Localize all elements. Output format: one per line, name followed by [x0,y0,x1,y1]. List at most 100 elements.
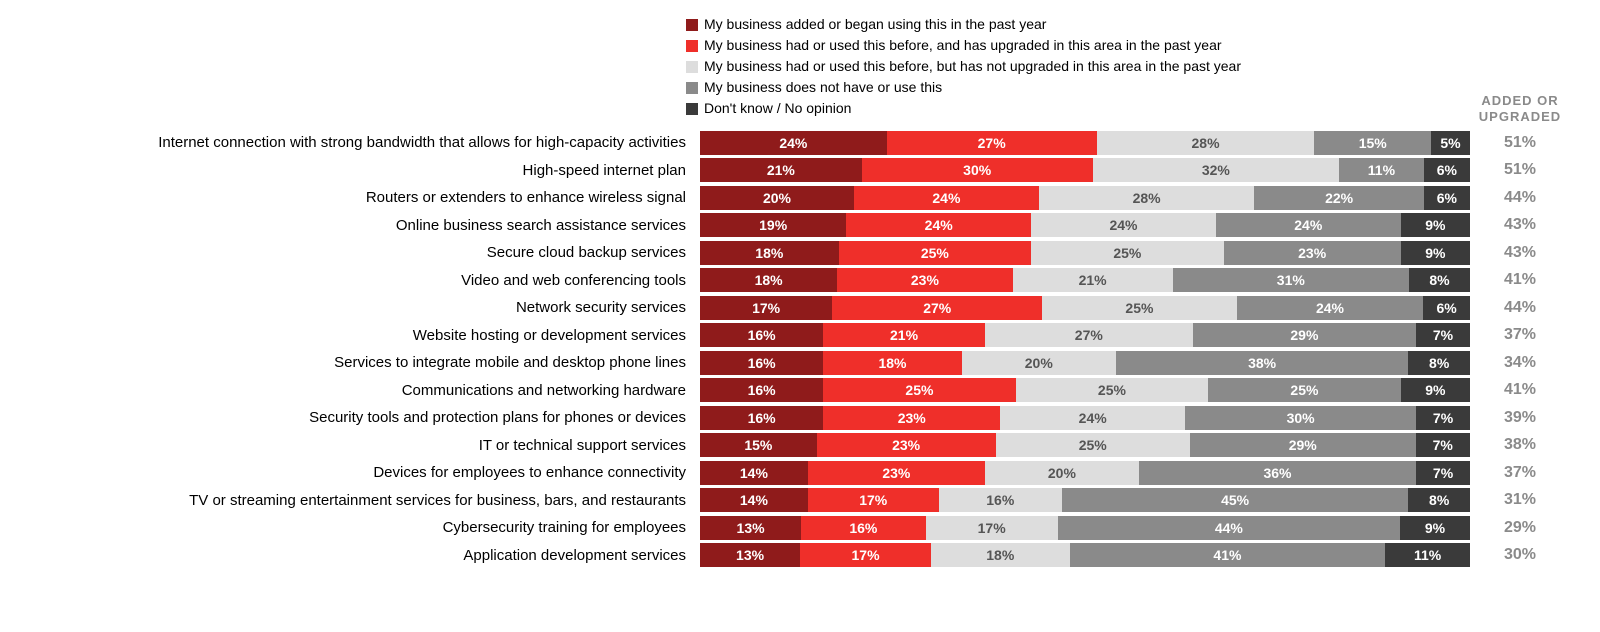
bar-segment: 25% [1031,241,1224,265]
bar-segment: 31% [1173,268,1409,292]
legend-label: My business had or used this before, but… [704,56,1241,77]
bar-segment: 13% [700,543,800,567]
bar-segment-value: 24% [779,135,807,151]
stacked-bar-chart: My business added or began using this in… [0,0,1600,579]
chart-row: IT or technical support services15%23%25… [30,432,1570,460]
row-total: 43% [1470,244,1570,262]
chart-row: Application development services13%17%18… [30,542,1570,570]
bar-segment: 24% [1237,296,1424,320]
bar-segment: 17% [808,488,939,512]
bar-segment-value: 16% [849,520,877,536]
bar-segment: 16% [801,516,925,540]
bar-segment-value: 25% [1113,245,1141,261]
bar-segment: 24% [846,213,1031,237]
legend-swatch [686,103,698,115]
chart-row: Online business search assistance servic… [30,212,1570,240]
bar-segment: 8% [1408,351,1470,375]
bar-segment-value: 9% [1425,382,1445,398]
bar-segment-value: 6% [1437,300,1457,316]
bar-segment-value: 30% [963,162,991,178]
legend-label: My business had or used this before, and… [704,35,1222,56]
bar-segment-value: 15% [1359,135,1387,151]
row-label: Communications and networking hardware [30,382,700,399]
bar-segment-value: 7% [1433,437,1453,453]
bar-segment-value: 20% [763,190,791,206]
row-total: 39% [1470,409,1570,427]
row-label: Routers or extenders to enhance wireless… [30,189,700,206]
bar-segment: 16% [700,351,823,375]
bar-segment: 27% [985,323,1193,347]
bar-segment-value: 18% [878,355,906,371]
bar-segment-value: 17% [859,492,887,508]
bar-segment: 24% [1216,213,1401,237]
bar-segment: 15% [1314,131,1431,155]
stacked-bar: 16%18%20%38%8% [700,351,1470,375]
bar-segment: 7% [1416,323,1470,347]
bar-segment-value: 41% [1213,547,1241,563]
row-total: 38% [1470,436,1570,454]
bar-segment-value: 21% [1079,272,1107,288]
bar-segment: 28% [1039,186,1255,210]
bar-segment: 16% [939,488,1062,512]
bar-segment-value: 32% [1202,162,1230,178]
bar-segment: 16% [700,323,823,347]
bar-segment-value: 25% [1125,300,1153,316]
legend-swatch [686,61,698,73]
row-label: Devices for employees to enhance connect… [30,464,700,481]
bar-segment: 18% [931,543,1070,567]
bar-segment: 11% [1339,158,1424,182]
bar-segment-value: 9% [1425,520,1445,536]
bar-segment: 24% [1031,213,1216,237]
bar-segment-value: 11% [1414,547,1441,563]
bar-segment-value: 8% [1429,272,1449,288]
bar-segment-value: 24% [1316,300,1344,316]
bar-segment: 38% [1116,351,1409,375]
bar-segment: 24% [700,131,887,155]
stacked-bar: 14%23%20%36%7% [700,461,1470,485]
stacked-bar: 18%25%25%23%9% [700,241,1470,265]
bar-segment-value: 30% [1287,410,1315,426]
legend-swatch [686,40,698,52]
bar-segment: 23% [823,406,1000,430]
chart-row: Website hosting or development services1… [30,322,1570,350]
bar-segment-value: 8% [1429,492,1449,508]
bar-segment-value: 5% [1440,135,1460,151]
bar-segment: 25% [839,241,1032,265]
bar-segment-value: 21% [767,162,795,178]
row-label: Network security services [30,299,700,316]
bar-segment-value: 13% [736,547,764,563]
bar-segment-value: 29% [1290,327,1318,343]
bar-segment-value: 20% [1048,465,1076,481]
row-label: Video and web conferencing tools [30,272,700,289]
bar-segment: 15% [700,433,817,457]
row-label: Internet connection with strong bandwidt… [30,134,700,151]
legend-item: My business had or used this before, but… [686,56,1570,77]
bar-segment: 19% [700,213,846,237]
stacked-bar: 16%25%25%25%9% [700,378,1470,402]
bar-segment-value: 31% [1277,272,1305,288]
bar-segment: 25% [823,378,1016,402]
bar-segment-value: 24% [1109,217,1137,233]
row-label: Secure cloud backup services [30,244,700,261]
bar-segment: 27% [832,296,1042,320]
chart-row: High-speed internet plan21%30%32%11%6%51… [30,157,1570,185]
bar-segment-value: 28% [1133,190,1161,206]
stacked-bar: 19%24%24%24%9% [700,213,1470,237]
bar-segment: 32% [1093,158,1339,182]
chart-row: Internet connection with strong bandwidt… [30,129,1570,157]
row-total: 41% [1470,271,1570,289]
stacked-bar: 17%27%25%24%6% [700,296,1470,320]
row-label: TV or streaming entertainment services f… [30,492,700,509]
row-total: 34% [1470,354,1570,372]
bar-segment-value: 23% [898,410,926,426]
bar-segment: 20% [700,186,854,210]
bar-segment: 6% [1423,296,1470,320]
legend-item: My business added or began using this in… [686,14,1570,35]
legend-label: Don't know / No opinion [704,98,851,119]
chart-row: Cybersecurity training for employees13%1… [30,514,1570,542]
bar-segment: 11% [1385,543,1470,567]
bar-segment: 8% [1409,268,1470,292]
bar-segment: 9% [1401,378,1470,402]
bar-segment: 23% [808,461,985,485]
bar-segment-value: 14% [740,465,768,481]
